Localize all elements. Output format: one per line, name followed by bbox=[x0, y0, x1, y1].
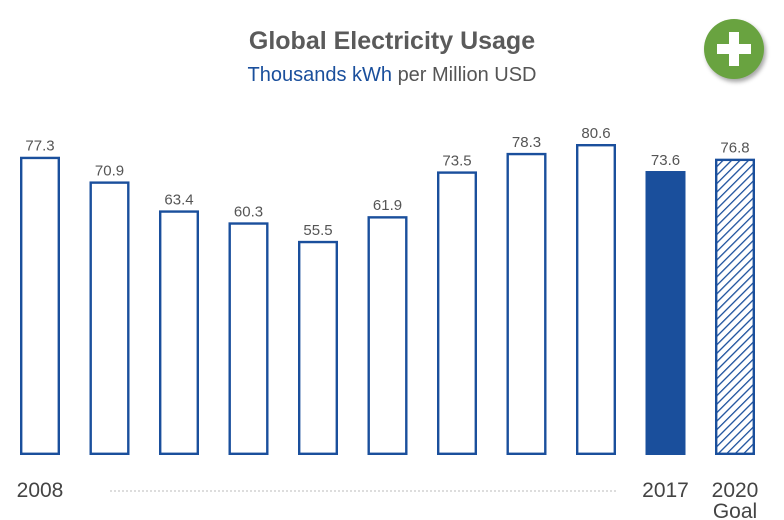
bar-value-label: 60.3 bbox=[234, 203, 263, 220]
chart-subtitle: Thousands kWh per Million USD bbox=[0, 64, 784, 87]
x-axis-label: 2017 bbox=[642, 479, 689, 502]
bar-value-label: 61.9 bbox=[373, 197, 402, 214]
bar bbox=[228, 222, 269, 455]
bar-value-label: 55.5 bbox=[303, 222, 332, 239]
bar bbox=[437, 171, 478, 456]
bar-value-label: 73.5 bbox=[442, 152, 471, 169]
bar bbox=[158, 210, 199, 456]
subtitle-units: Thousands kWh bbox=[247, 64, 392, 86]
bar bbox=[89, 181, 130, 456]
bar-value-label: 73.6 bbox=[651, 152, 680, 169]
bar-value-label: 78.3 bbox=[512, 134, 541, 151]
bar bbox=[715, 158, 756, 456]
bar bbox=[645, 171, 686, 455]
bar-value-label: 77.3 bbox=[25, 138, 54, 155]
bar bbox=[367, 216, 408, 456]
x-axis-label: 2020 bbox=[712, 479, 759, 502]
bar bbox=[20, 156, 60, 456]
bar bbox=[576, 143, 617, 456]
x-axis-sublabel: Goal bbox=[713, 500, 757, 520]
bar-value-label: 80.6 bbox=[581, 125, 610, 142]
bar bbox=[506, 152, 547, 456]
bar-value-label: 76.8 bbox=[720, 140, 749, 157]
add-button[interactable] bbox=[704, 19, 764, 79]
x-axis-label: 2008 bbox=[17, 479, 64, 502]
bar bbox=[298, 240, 339, 456]
bar-value-label: 70.9 bbox=[95, 162, 124, 179]
subtitle-rest: per Million USD bbox=[397, 64, 537, 86]
plus-icon bbox=[717, 32, 751, 66]
chart-title: Global Electricity Usage bbox=[248, 27, 536, 55]
bar-value-label: 63.4 bbox=[164, 191, 193, 208]
